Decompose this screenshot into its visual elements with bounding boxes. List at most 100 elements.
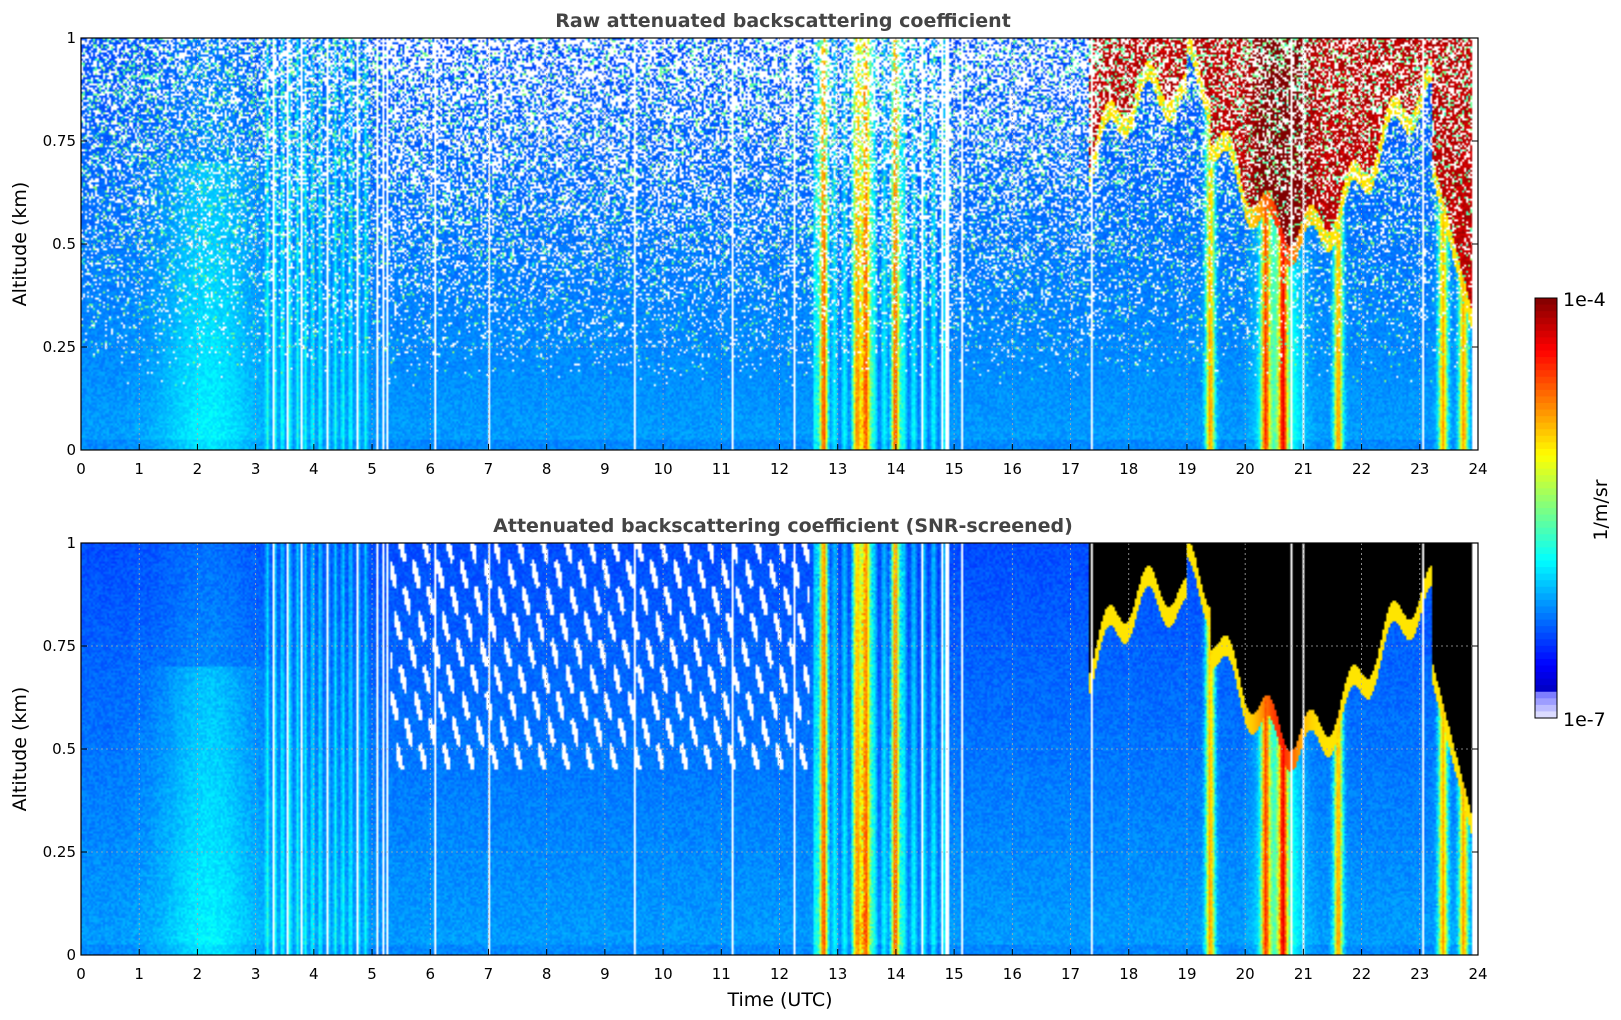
x-tick-label: 20 bbox=[1236, 460, 1255, 478]
x-tick-label: 24 bbox=[1468, 965, 1487, 983]
x-tick-label: 21 bbox=[1294, 965, 1313, 983]
colorbar-step bbox=[1535, 422, 1557, 430]
colorbar-step bbox=[1535, 357, 1557, 365]
y-tick-label: 1 bbox=[66, 29, 76, 47]
colorbar-step bbox=[1535, 540, 1557, 548]
x-tick-label: 5 bbox=[367, 460, 377, 478]
x-tick-label: 17 bbox=[1061, 965, 1080, 983]
x-tick-label: 2 bbox=[193, 460, 203, 478]
x-tick-label: 10 bbox=[654, 460, 673, 478]
screened-panel-grid bbox=[81, 543, 1478, 955]
x-tick-label: 22 bbox=[1352, 965, 1371, 983]
colorbar-step bbox=[1535, 508, 1557, 516]
x-tick-label: 11 bbox=[712, 460, 731, 478]
x-tick-label: 16 bbox=[1003, 965, 1022, 983]
colorbar-step bbox=[1535, 652, 1557, 660]
raw-backscatter-panel: Raw attenuated backscattering coefficien… bbox=[9, 10, 1488, 478]
colorbar-min-label: 1e-7 bbox=[1563, 709, 1606, 731]
colorbar-step bbox=[1535, 586, 1557, 594]
colorbar-step bbox=[1535, 534, 1557, 542]
colorbar-step bbox=[1535, 330, 1557, 338]
x-tick-label: 4 bbox=[309, 965, 319, 983]
colorbar: 1e-4 1e-7 1/m/sr bbox=[1534, 289, 1612, 731]
colorbar-step bbox=[1535, 672, 1557, 680]
raw-panel-title: Raw attenuated backscattering coefficien… bbox=[555, 10, 1011, 32]
colorbar-step bbox=[1535, 580, 1557, 588]
colorbar-step bbox=[1535, 409, 1557, 417]
raw-panel-y-ticks: 0 0.25 0.5 0.75 1 bbox=[43, 29, 1478, 459]
raw-panel-x-ticks: 0 1 2 3 4 5 6 7 8 9 10 11 12 13 14 15 16 17 18 19 20 21 22 23 24 bbox=[76, 444, 1488, 478]
colorbar-step bbox=[1535, 304, 1557, 312]
screened-panel-title: Attenuated backscattering coefficient (S… bbox=[493, 515, 1073, 537]
colorbar-step bbox=[1535, 606, 1557, 614]
colorbar-step bbox=[1535, 619, 1557, 627]
colorbar-step bbox=[1535, 383, 1557, 391]
x-tick-label: 6 bbox=[425, 965, 435, 983]
colorbar-step bbox=[1535, 521, 1557, 529]
x-tick-label: 6 bbox=[425, 460, 435, 478]
raw-panel-grid bbox=[81, 38, 1478, 450]
colorbar-step bbox=[1535, 429, 1557, 437]
x-tick-label: 19 bbox=[1177, 965, 1196, 983]
y-tick-label: 1 bbox=[66, 534, 76, 552]
y-tick-label: 0.75 bbox=[43, 637, 76, 655]
x-tick-label: 23 bbox=[1410, 460, 1429, 478]
colorbar-step bbox=[1535, 665, 1557, 673]
colorbar-step bbox=[1535, 435, 1557, 443]
colorbar-unit-label: 1/m/sr bbox=[1590, 479, 1612, 540]
colorbar-max-label: 1e-4 bbox=[1563, 289, 1606, 311]
x-tick-label: 1 bbox=[134, 965, 144, 983]
colorbar-frame bbox=[1534, 297, 1558, 719]
colorbar-step bbox=[1535, 639, 1557, 647]
colorbar-step bbox=[1535, 455, 1557, 463]
colorbar-step bbox=[1535, 573, 1557, 581]
colorbar-step bbox=[1535, 547, 1557, 555]
y-tick-label: 0.5 bbox=[52, 740, 76, 758]
x-tick-label: 21 bbox=[1294, 460, 1313, 478]
x-tick-label: 4 bbox=[309, 460, 319, 478]
colorbar-step bbox=[1535, 698, 1557, 706]
x-tick-label: 10 bbox=[654, 965, 673, 983]
x-tick-label: 2 bbox=[193, 965, 203, 983]
colorbar-step bbox=[1535, 396, 1557, 404]
colorbar-gradient bbox=[1535, 298, 1557, 719]
colorbar-step bbox=[1535, 567, 1557, 575]
colorbar-step bbox=[1535, 632, 1557, 640]
colorbar-step bbox=[1535, 448, 1557, 457]
x-tick-label: 13 bbox=[828, 460, 847, 478]
colorbar-step bbox=[1535, 317, 1557, 325]
x-tick-label: 19 bbox=[1177, 460, 1196, 478]
x-tick-label: 12 bbox=[770, 460, 789, 478]
screened-backscatter-panel: Attenuated backscattering coefficient (S… bbox=[9, 515, 1488, 1011]
colorbar-step bbox=[1535, 311, 1557, 319]
x-tick-label: 11 bbox=[712, 965, 731, 983]
x-tick-label: 20 bbox=[1236, 965, 1255, 983]
colorbar-step bbox=[1535, 494, 1557, 503]
screened-panel-y-ticks: 0 0.25 0.5 0.75 1 bbox=[43, 534, 1478, 964]
colorbar-step bbox=[1535, 560, 1557, 568]
x-tick-label: 8 bbox=[542, 965, 552, 983]
x-tick-label: 8 bbox=[542, 460, 552, 478]
screened-panel-x-ticks: 0 1 2 3 4 5 6 7 8 9 10 11 12 13 14 15 16 17 18 19 20 21 22 23 24 bbox=[76, 949, 1488, 983]
x-tick-label: 12 bbox=[770, 965, 789, 983]
colorbar-step bbox=[1535, 488, 1557, 496]
colorbar-step bbox=[1535, 298, 1557, 306]
screened-panel-y-axis-label: Altitude (km) bbox=[9, 687, 31, 812]
colorbar-step bbox=[1535, 593, 1557, 601]
raw-panel-y-axis-label: Altitude (km) bbox=[9, 182, 31, 307]
colorbar-step bbox=[1535, 363, 1557, 371]
y-tick-label: 0 bbox=[66, 441, 76, 459]
colorbar-step bbox=[1535, 403, 1557, 411]
x-tick-label: 14 bbox=[886, 460, 905, 478]
colorbar-step bbox=[1535, 626, 1557, 634]
colorbar-step bbox=[1535, 658, 1557, 667]
x-tick-label: 5 bbox=[367, 965, 377, 983]
x-tick-label: 7 bbox=[484, 965, 494, 983]
x-tick-label: 7 bbox=[484, 460, 494, 478]
x-tick-label: 15 bbox=[945, 965, 964, 983]
colorbar-step bbox=[1535, 481, 1557, 489]
y-tick-label: 0.5 bbox=[52, 235, 76, 253]
x-tick-label: 15 bbox=[945, 460, 964, 478]
x-tick-label: 17 bbox=[1061, 460, 1080, 478]
